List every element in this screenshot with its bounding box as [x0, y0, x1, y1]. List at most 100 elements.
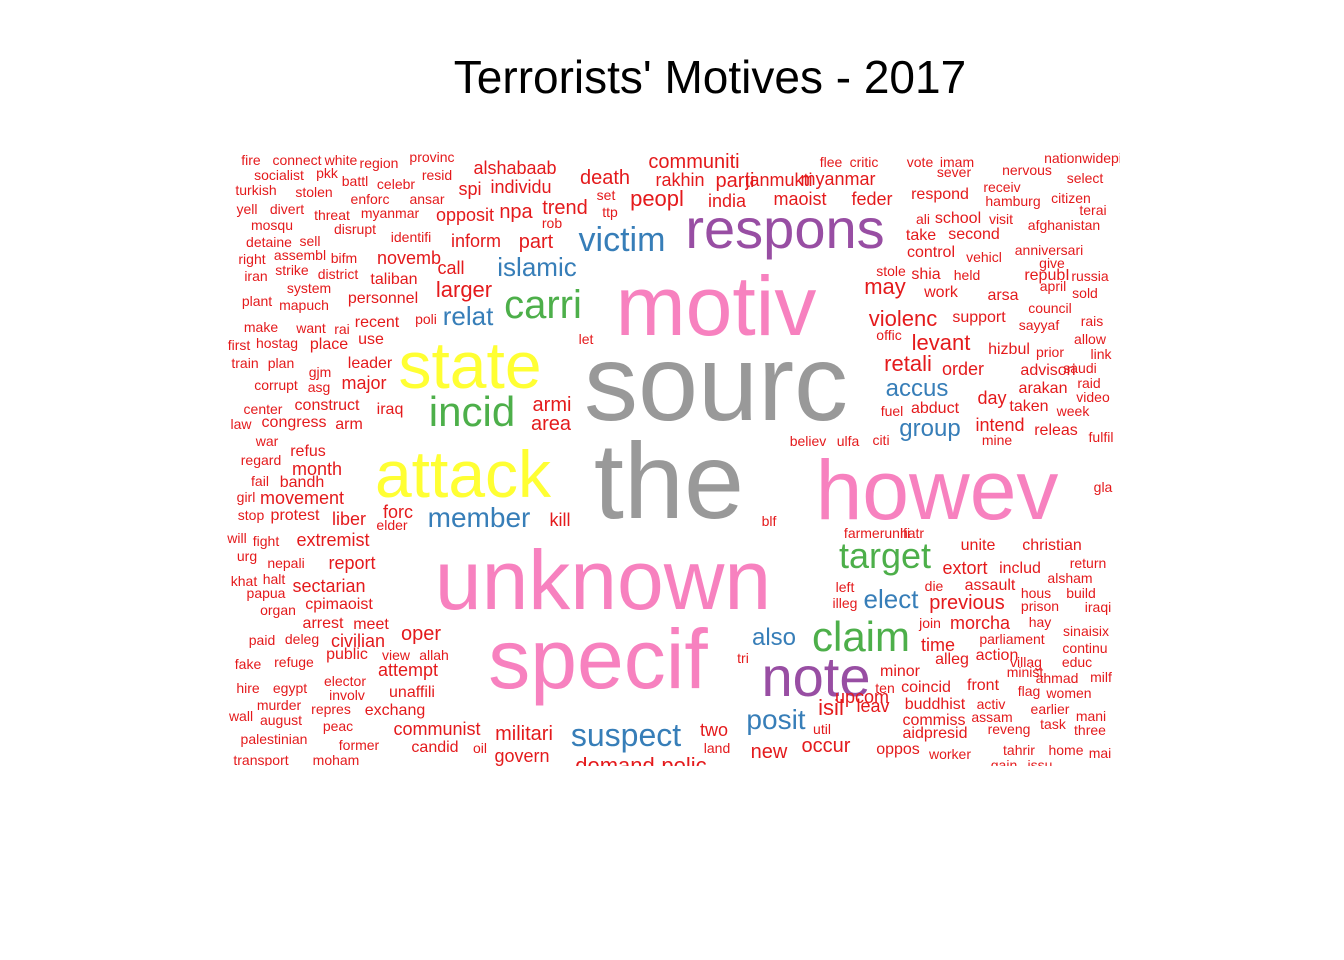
word-order: order	[941, 359, 985, 379]
word-suspect: suspect	[570, 717, 682, 753]
word-council: council	[1028, 300, 1072, 316]
word-unite: unite	[960, 537, 996, 554]
word-use: use	[358, 331, 384, 348]
word-raid: raid	[1077, 375, 1101, 391]
word-tahrir: tahrir	[1003, 742, 1035, 758]
word-individu: individu	[490, 177, 552, 197]
word-inform: inform	[450, 231, 502, 251]
word-may: may	[864, 274, 906, 299]
word-want: want	[296, 320, 326, 336]
word-arakan: arakan	[1018, 380, 1068, 397]
word-taken: taken	[1009, 398, 1049, 415]
word-stop: stop	[237, 507, 265, 523]
word-murder: murder	[256, 697, 302, 713]
word-abduct: abduct	[910, 400, 960, 417]
word-govern: govern	[494, 746, 550, 766]
word-new: new	[750, 741, 788, 763]
word-connect: connect	[272, 152, 322, 168]
word-task: task	[1040, 716, 1066, 732]
word-myanmar: myanmar	[800, 169, 876, 189]
word-terai: terai	[1079, 202, 1107, 218]
word-front: front	[966, 677, 1000, 694]
word-resid: resid	[421, 167, 453, 183]
word-papua: papua	[246, 585, 286, 601]
word-trend: trend	[542, 197, 588, 219]
word-plant: plant	[241, 293, 273, 309]
word-group: group	[899, 415, 961, 442]
word-intend: intend	[975, 415, 1025, 435]
word-land: land	[703, 740, 731, 756]
word-aidpresid: aidpresid	[902, 725, 968, 742]
word-refus: refus	[290, 443, 326, 460]
word-cpimaoist: cpimaoist	[305, 596, 373, 613]
word-protest: protest	[270, 507, 320, 524]
word-citi: citi	[872, 432, 890, 448]
word-assault: assault	[964, 577, 1016, 594]
word-leav: leav	[856, 696, 890, 716]
word-iran: iran	[244, 268, 268, 284]
word-includ: includ	[999, 560, 1041, 577]
word-arm: arm	[335, 416, 363, 433]
word-attack: attack	[374, 437, 552, 511]
word-morcha: morcha	[949, 613, 1011, 633]
word-oil: oil	[472, 740, 488, 756]
word-corrupt: corrupt	[254, 377, 298, 393]
word-member: member	[427, 502, 531, 533]
word-plan: plan	[267, 355, 295, 371]
word-mai: mai	[1088, 745, 1112, 761]
word-nepali: nepali	[267, 555, 305, 571]
word-incid: incid	[428, 388, 516, 435]
word-mine: mine	[981, 432, 1013, 448]
word-novemb: novemb	[376, 248, 442, 268]
word-upcom: upcom	[834, 687, 890, 707]
word-unaffili: unaffili	[389, 684, 435, 701]
word-hay: hay	[1028, 614, 1052, 630]
word-bandh: bandh	[279, 474, 325, 491]
word-egypt: egypt	[272, 680, 308, 696]
word-give: give	[1039, 255, 1065, 271]
word-candid: candid	[411, 739, 459, 756]
word-larger: larger	[435, 277, 493, 302]
word-tri: tri	[737, 650, 749, 666]
word-islamic: islamic	[497, 252, 577, 282]
word-milf: milf	[1090, 669, 1112, 685]
word-stole: stole	[876, 263, 906, 279]
word-ansar: ansar	[409, 191, 445, 207]
word-receiv: receiv	[983, 179, 1021, 195]
word-shia: shia	[911, 266, 941, 283]
word-fight: fight	[252, 533, 280, 549]
word-celebr: celebr	[376, 176, 416, 192]
word-worker: worker	[928, 746, 972, 762]
word-yell: yell	[236, 201, 258, 217]
word-bifm: bifm	[330, 250, 358, 266]
word-liber: liber	[331, 509, 367, 529]
word-rais: rais	[1080, 313, 1104, 329]
word-villag: villag	[1010, 654, 1042, 670]
word-first: first	[227, 337, 251, 353]
word-rakhin: rakhin	[655, 170, 705, 190]
word-extort: extort	[942, 558, 988, 578]
word-earlier: earlier	[1030, 701, 1070, 717]
word-repubi: repubI	[1024, 267, 1070, 284]
word-poli: poli	[415, 311, 437, 327]
word-oper: oper	[400, 623, 442, 645]
word-violenc: violenc	[868, 306, 938, 331]
word-the: the	[593, 420, 745, 541]
word-illeg: illeg	[832, 595, 858, 611]
word-howev: howev	[815, 443, 1059, 537]
word-palestinian: palestinian	[240, 731, 308, 747]
word-believ: believ	[789, 433, 827, 449]
word-anniversari: anniversari	[1014, 242, 1084, 258]
word-moham: moham	[312, 752, 360, 766]
word-hire: hire	[236, 680, 260, 696]
word-exchang: exchang	[364, 702, 426, 719]
word-school: school	[934, 210, 982, 227]
word-posit: posit	[746, 704, 806, 735]
word-citizen: citizen	[1051, 190, 1091, 206]
word-meet: meet	[353, 616, 389, 633]
word-elect: elect	[863, 584, 919, 614]
word-repres: repres	[311, 701, 351, 717]
word-construct: construct	[294, 397, 360, 414]
chart-title: Terrorists' Motives - 2017	[453, 51, 967, 103]
word-releas: releas	[1034, 422, 1078, 439]
